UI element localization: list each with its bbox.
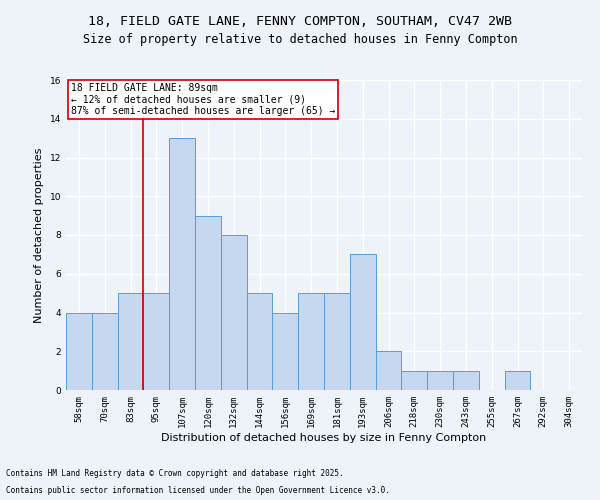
Bar	[118, 293, 143, 390]
Text: Contains HM Land Registry data © Crown copyright and database right 2025.: Contains HM Land Registry data © Crown c…	[6, 468, 344, 477]
Bar	[298, 293, 324, 390]
Bar	[92, 312, 118, 390]
Bar	[66, 312, 92, 390]
Bar	[453, 370, 479, 390]
Bar	[376, 351, 401, 390]
Bar	[272, 312, 298, 390]
Bar	[169, 138, 195, 390]
Bar	[505, 370, 530, 390]
Bar	[401, 370, 427, 390]
Text: 18, FIELD GATE LANE, FENNY COMPTON, SOUTHAM, CV47 2WB: 18, FIELD GATE LANE, FENNY COMPTON, SOUT…	[88, 15, 512, 28]
Bar	[247, 293, 272, 390]
Bar	[195, 216, 221, 390]
Bar	[350, 254, 376, 390]
Y-axis label: Number of detached properties: Number of detached properties	[34, 148, 44, 322]
Text: 18 FIELD GATE LANE: 89sqm
← 12% of detached houses are smaller (9)
87% of semi-d: 18 FIELD GATE LANE: 89sqm ← 12% of detac…	[71, 83, 335, 116]
Bar	[143, 293, 169, 390]
Text: Size of property relative to detached houses in Fenny Compton: Size of property relative to detached ho…	[83, 32, 517, 46]
X-axis label: Distribution of detached houses by size in Fenny Compton: Distribution of detached houses by size …	[161, 432, 487, 442]
Bar	[221, 235, 247, 390]
Bar	[324, 293, 350, 390]
Bar	[427, 370, 453, 390]
Text: Contains public sector information licensed under the Open Government Licence v3: Contains public sector information licen…	[6, 486, 390, 495]
